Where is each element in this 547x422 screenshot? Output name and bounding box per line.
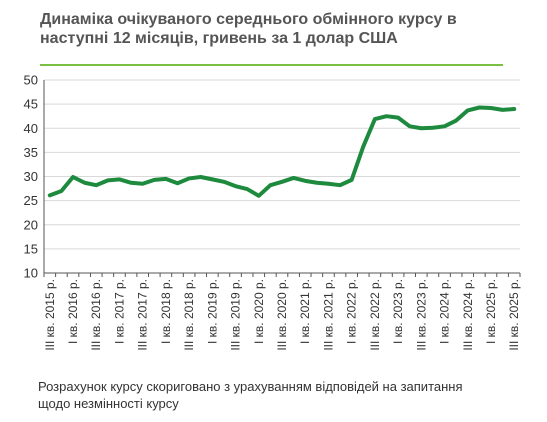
x-tick-label: I кв. 2024 р. <box>438 279 452 344</box>
y-tick-label: 40 <box>24 121 38 136</box>
y-tick-label: 20 <box>24 217 38 232</box>
x-tick-label: III кв. 2020 р. <box>275 279 289 351</box>
data-point <box>384 114 388 118</box>
data-point <box>164 177 168 181</box>
chart-title: Динаміка очікуваного середнього обмінног… <box>40 10 520 48</box>
data-point <box>268 183 272 187</box>
data-point <box>326 182 330 186</box>
data-point <box>408 124 412 128</box>
gridlines <box>44 79 520 250</box>
data-point <box>396 116 400 120</box>
x-tick-label: I кв. 2019 р. <box>205 279 219 344</box>
y-tick-label: 15 <box>24 241 38 256</box>
footnote: Розрахунок курсу скориговано з урахуванн… <box>38 378 538 412</box>
data-point <box>431 126 435 130</box>
chart-title-line-1: Динаміка очікуваного середнього обмінног… <box>40 11 457 28</box>
x-tick-label: I кв. 2023 р. <box>391 279 405 344</box>
footnote-line-1: Розрахунок курсу скориговано з урахуванн… <box>38 379 463 394</box>
y-tick-label: 45 <box>24 97 38 112</box>
data-point <box>59 189 63 193</box>
data-point <box>466 108 470 112</box>
data-point <box>129 181 133 185</box>
footnote-line-2: щодо незмінності курсу <box>38 396 179 411</box>
x-tick-label: I кв. 2016 р. <box>66 279 80 344</box>
x-tick-label: I кв. 2018 р. <box>159 279 173 344</box>
data-point <box>176 181 180 185</box>
y-axis: 10 15 20 25 30 35 40 45 50 <box>24 73 45 281</box>
data-point <box>501 108 505 112</box>
data-point <box>83 181 87 185</box>
data-point <box>152 178 156 182</box>
series-layer <box>47 105 517 198</box>
data-point <box>512 107 516 111</box>
data-point <box>489 106 493 110</box>
x-tick-label: I кв. 2017 р. <box>112 279 126 344</box>
x-tick-label: I кв. 2021 р. <box>298 279 312 344</box>
data-point <box>106 178 110 182</box>
data-point <box>280 180 284 184</box>
x-tick-label: III кв. 2019 р. <box>229 279 243 351</box>
data-point <box>245 187 249 191</box>
y-tick-label: 35 <box>24 145 38 160</box>
data-point <box>361 145 365 149</box>
data-point <box>350 178 354 182</box>
data-point <box>373 117 377 121</box>
x-tick-label: III кв. 2017 р. <box>136 279 150 351</box>
line-chart: 10 15 20 25 30 35 40 45 50 III кв. 2015 р. I кв. … <box>24 73 522 351</box>
data-point <box>292 176 296 180</box>
x-tick-label: I кв. 2022 р. <box>345 279 359 344</box>
data-point <box>257 194 261 198</box>
data-point <box>187 176 191 180</box>
x-tick-label: III кв. 2023 р. <box>414 279 428 351</box>
data-point <box>477 106 481 110</box>
y-tick-label: 10 <box>24 266 38 281</box>
x-tick-label: I кв. 2025 р. <box>484 279 498 344</box>
data-point <box>117 177 121 181</box>
data-point <box>71 175 75 179</box>
data-point <box>210 177 214 181</box>
x-tick-label: III кв. 2024 р. <box>461 279 475 351</box>
x-tick-label: III кв. 2016 р. <box>89 279 103 351</box>
title-divider <box>40 64 503 66</box>
data-point <box>443 124 447 128</box>
data-point <box>234 184 238 188</box>
x-tick-label: III кв. 2025 р. <box>507 279 521 351</box>
data-point <box>419 126 423 130</box>
data-point <box>315 181 319 185</box>
x-axis: III кв. 2015 р. I кв. 2016 р. III кв. 2016… <box>43 272 521 351</box>
data-point <box>454 119 458 123</box>
data-point <box>94 183 98 187</box>
x-tick-label: III кв. 2018 р. <box>182 279 196 351</box>
data-point <box>222 180 226 184</box>
data-point <box>48 193 52 197</box>
y-tick-label: 25 <box>24 193 38 208</box>
x-tick-label: III кв. 2015 р. <box>43 279 57 351</box>
chart-title-line-2: наступні 12 місяців, гривень за 1 долар … <box>40 30 398 47</box>
data-point <box>303 179 307 183</box>
x-tick-label: III кв. 2022 р. <box>368 279 382 351</box>
data-point <box>141 182 145 186</box>
x-tick-label: III кв. 2021 р. <box>321 279 335 351</box>
y-tick-label: 50 <box>24 73 38 88</box>
data-point <box>338 183 342 187</box>
data-point <box>199 175 203 179</box>
y-tick-label: 30 <box>24 169 38 184</box>
x-tick-label: I кв. 2020 р. <box>252 279 266 344</box>
